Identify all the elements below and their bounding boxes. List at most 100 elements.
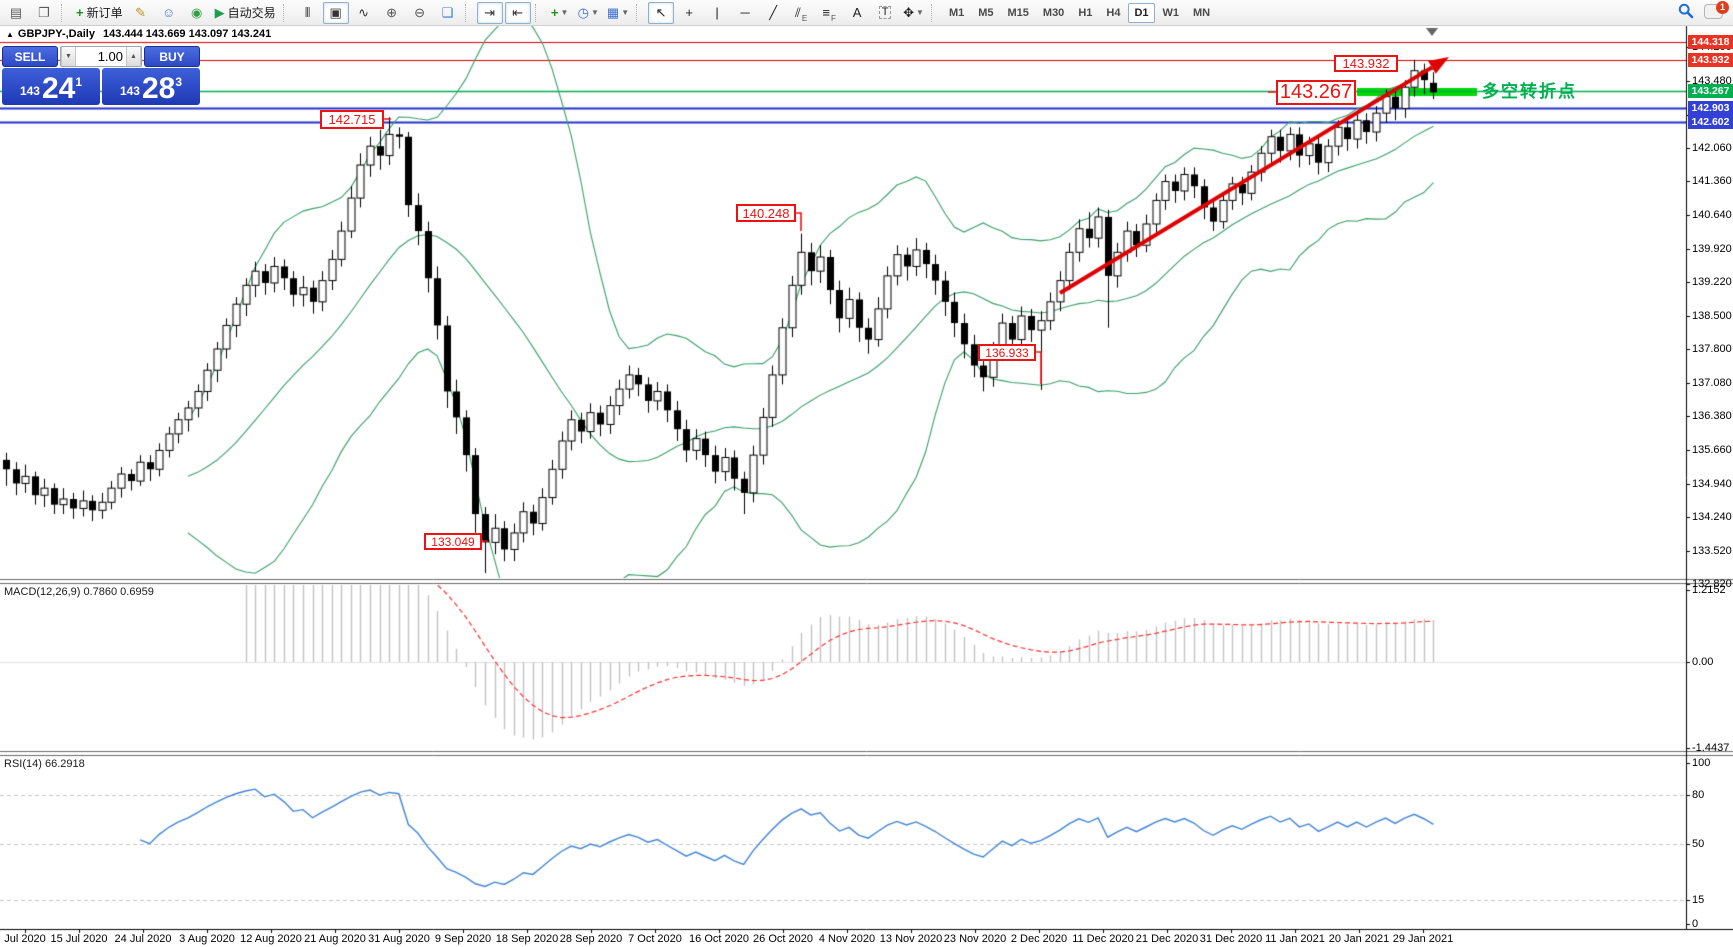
- volume-input[interactable]: [76, 47, 126, 66]
- new-chart-icon[interactable]: ▤: [9, 5, 23, 20]
- sell-price[interactable]: 143 24 1: [2, 68, 100, 105]
- symbol-ohlc: 143.444 143.669 143.097 143.241: [102, 28, 272, 40]
- timeframe-mn[interactable]: MN: [1193, 6, 1211, 19]
- sell-price-figure: 143: [19, 84, 40, 98]
- tile-windows-icon[interactable]: ❏: [441, 5, 454, 20]
- styler-icon[interactable]: ✎: [135, 5, 147, 20]
- timeframe-d1[interactable]: D1: [1128, 2, 1155, 23]
- price-tick-label: 139.220: [1692, 276, 1732, 288]
- date-tick-label: 11 Jan 2021: [1265, 933, 1325, 945]
- text-icon[interactable]: A: [852, 5, 862, 20]
- buy-price[interactable]: 143 28 3: [102, 68, 200, 105]
- toolbar-separator: [282, 3, 290, 22]
- zoom-out-icon[interactable]: ⊖: [414, 5, 426, 20]
- indicators-icon-dropdown[interactable]: ▼: [560, 8, 569, 17]
- new-order-button[interactable]: + 新订单: [76, 5, 123, 20]
- rsi-indicator-label: RSI(14) 66.2918: [4, 758, 85, 770]
- price-tick-label: 132.820: [1692, 578, 1732, 590]
- symbol-header[interactable]: ▲ GBPJPY-,Daily 143.444 143.669 143.097 14…: [6, 28, 271, 40]
- toolbar-separator: [464, 3, 472, 22]
- volume-decrease-button[interactable]: ▼: [61, 47, 76, 66]
- sell-button[interactable]: SELL: [2, 46, 58, 67]
- timeframe-m30[interactable]: M30: [1042, 6, 1065, 19]
- date-tick-label: 15 Jul 2020: [50, 933, 108, 945]
- auto-scroll-icon[interactable]: ⇥: [476, 1, 503, 24]
- periods-icon-dropdown[interactable]: ▼: [590, 8, 599, 17]
- price-tick-label: 142.060: [1692, 142, 1732, 154]
- price-tick-label: 140.640: [1692, 209, 1732, 221]
- symbol-name: GBPJPY-,Daily: [17, 28, 95, 40]
- price-tick-label: 136.380: [1692, 410, 1732, 422]
- date-tick-label: 26 Oct 2020: [753, 933, 813, 945]
- search-icon[interactable]: [1678, 3, 1694, 19]
- chat-unread-badge: 1: [1716, 0, 1729, 14]
- templates-icon[interactable]: ▦ ▼: [606, 5, 630, 20]
- mql5-community-icon[interactable]: ☺: [161, 5, 176, 20]
- price-annotation-box[interactable]: 133.049: [424, 533, 482, 550]
- cursor-icon[interactable]: ↖: [648, 1, 675, 24]
- horizontal-line-icon[interactable]: ─: [740, 5, 750, 20]
- vertical-line-icon[interactable]: |: [715, 5, 719, 20]
- date-tick-label: 2 Dec 2020: [1010, 933, 1068, 945]
- signals-icon[interactable]: ◉: [190, 5, 203, 20]
- timeframe-h1[interactable]: H1: [1078, 6, 1093, 19]
- chart-shift-icon[interactable]: ⇤: [504, 1, 531, 24]
- date-tick-label: 31 Aug 2020: [368, 933, 430, 945]
- timeframe-toolbar: M1 M5 M15 M30 H1 H4 D1 W1 MN: [942, 2, 1217, 23]
- trendline-icon[interactable]: ╱: [769, 5, 778, 20]
- autotrading-button[interactable]: ▶ 自动交易: [214, 5, 276, 20]
- price-tick-label: 138.500: [1692, 310, 1732, 322]
- profiles-icon[interactable]: ❐: [38, 5, 50, 20]
- bar-chart-icon[interactable]: ⫴: [304, 5, 311, 20]
- price-annotation-box[interactable]: 143.932: [1334, 55, 1398, 72]
- toolbar-separator: [61, 3, 68, 22]
- price-annotation-box[interactable]: 142.715: [320, 110, 384, 129]
- rsi-tick-label: 100: [1692, 757, 1711, 769]
- price-tick-label: 141.360: [1692, 175, 1732, 187]
- price-badge: 142.903: [1688, 101, 1733, 115]
- candlestick-chart-icon[interactable]: ▣: [322, 1, 349, 24]
- price-tick-label: 137.080: [1692, 377, 1732, 389]
- shapes-icon[interactable]: ✥ ▼: [903, 5, 924, 20]
- crosshair-icon[interactable]: +: [685, 5, 693, 20]
- price-annotation-box[interactable]: 140.248: [736, 204, 796, 222]
- date-tick-label: Jul 2020: [4, 933, 46, 945]
- rsi-tick-label: 80: [1692, 789, 1705, 801]
- price-annotation-box[interactable]: 143.267: [1276, 80, 1356, 105]
- collapse-triangle-icon[interactable]: ▲: [6, 30, 14, 39]
- price-tick-label: 135.660: [1692, 444, 1732, 456]
- buy-button[interactable]: BUY: [144, 46, 200, 67]
- volume-control: ▼ ▲: [60, 46, 142, 67]
- macd-tick-label: 1.2152: [1692, 584, 1726, 596]
- timeframe-w1[interactable]: W1: [1162, 6, 1180, 19]
- periods-icon[interactable]: ◷ ▼: [577, 5, 599, 20]
- timeframe-m1[interactable]: M1: [948, 6, 965, 19]
- date-tick-label: 3 Aug 2020: [179, 933, 235, 945]
- price-annotation-box[interactable]: 136.933: [978, 344, 1036, 361]
- timeframe-m5[interactable]: M5: [978, 6, 994, 19]
- volume-increase-button[interactable]: ▲: [126, 47, 141, 66]
- toolbar-items: ▤ ❐ + 新订单 ✎ ☺ ◉ ▶ 自动交易 ⫴ ▣ ∿ ⊕ ⊖ ❏ ⇥ ⇤ + ▼ ◷ ▼ ▦ ▼ ↖ + | ─ ╱ ⫽ E ≡ F A T ✥…: [2, 1, 942, 24]
- fibonacci-icon[interactable]: ≡ F: [822, 5, 836, 23]
- macd-tick-label: -1.4437: [1692, 742, 1730, 754]
- date-tick-label: 18 Sep 2020: [495, 933, 559, 945]
- channel-icon[interactable]: ⫽ E: [795, 5, 808, 23]
- macd-indicator-label: MACD(12,26,9) 0.7860 0.6959: [4, 586, 154, 598]
- templates-icon-dropdown[interactable]: ▼: [621, 8, 630, 17]
- indicators-icon[interactable]: + ▼: [550, 5, 569, 20]
- rsi-tick-label: 0: [1692, 918, 1699, 930]
- shapes-icon-dropdown[interactable]: ▼: [916, 8, 924, 17]
- zoom-in-icon[interactable]: ⊕: [386, 5, 398, 20]
- timeframe-m15[interactable]: M15: [1007, 6, 1029, 19]
- chat-icon[interactable]: 1: [1704, 0, 1729, 19]
- timeframe-h4[interactable]: H4: [1106, 6, 1121, 19]
- autotrading-button-label: 自动交易: [227, 6, 276, 20]
- date-tick-label: 28 Sep 2020: [559, 933, 623, 945]
- toolbar-right: 1: [1678, 0, 1729, 19]
- line-chart-icon[interactable]: ∿: [358, 5, 370, 20]
- date-tick-label: 13 Nov 2020: [879, 933, 943, 945]
- trend-turning-point-note[interactable]: 多空转折点: [1482, 82, 1577, 101]
- label-icon[interactable]: T: [872, 2, 898, 24]
- date-tick-label: 20 Jan 2021: [1328, 933, 1390, 945]
